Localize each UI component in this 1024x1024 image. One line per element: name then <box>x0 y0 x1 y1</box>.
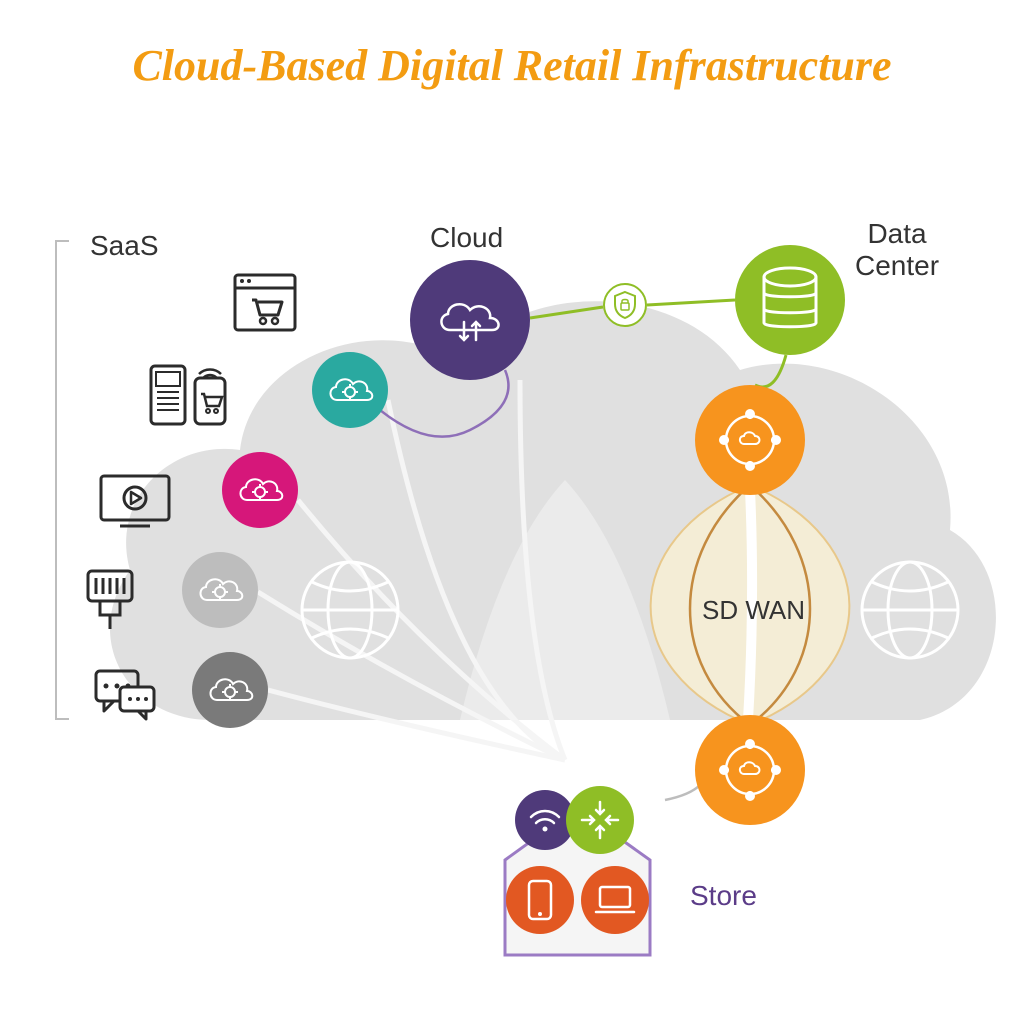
sdwan-node-top <box>695 385 805 495</box>
fan-lines <box>258 380 565 760</box>
cloud-node <box>410 260 530 380</box>
shield-lock-icon <box>612 290 638 320</box>
cloud-gear-icon <box>233 470 287 510</box>
saas-video-icon <box>95 470 175 530</box>
saas-bracket <box>55 240 69 720</box>
sdwan-label: SD WAN <box>702 595 805 626</box>
cloud-label: Cloud <box>430 222 503 254</box>
cloud-sync-icon <box>430 290 510 350</box>
saas-chat-icon <box>90 665 160 725</box>
page-title: Cloud-Based Digital Retail Infrastructur… <box>0 40 1024 91</box>
globe-icon <box>302 562 398 658</box>
saas-label: SaaS <box>90 230 159 262</box>
network-hub-icon <box>713 403 787 477</box>
cloud-gear-gray-dark <box>192 652 268 728</box>
arrows-in-icon <box>578 798 622 842</box>
globe-icon <box>862 562 958 658</box>
store-laptop-node <box>581 866 649 934</box>
cloud-gear-magenta <box>222 452 298 528</box>
cloud-gear-icon <box>323 370 377 410</box>
network-hub-icon <box>713 733 787 807</box>
store-phone-node <box>506 866 574 934</box>
saas-barcode-icon <box>80 565 140 635</box>
cloud-gear-icon <box>203 670 257 710</box>
sdwan-node-bottom <box>695 715 805 825</box>
saas-browser-cart-icon <box>230 270 300 335</box>
wifi-icon <box>527 805 563 835</box>
phone-icon <box>525 878 555 922</box>
store-label: Store <box>690 880 757 912</box>
cloud-gear-icon <box>193 570 247 610</box>
shield-node <box>603 283 647 327</box>
store-arrows-node <box>566 786 634 854</box>
data-center-node <box>735 245 845 355</box>
database-icon <box>757 265 823 335</box>
saas-pos-mobile-icon <box>145 360 235 430</box>
cloud-gear-teal <box>312 352 388 428</box>
data-center-label: DataCenter <box>855 218 939 282</box>
background-cloud-inner <box>460 480 670 720</box>
laptop-icon <box>592 882 638 918</box>
cloud-gear-gray-light <box>182 552 258 628</box>
